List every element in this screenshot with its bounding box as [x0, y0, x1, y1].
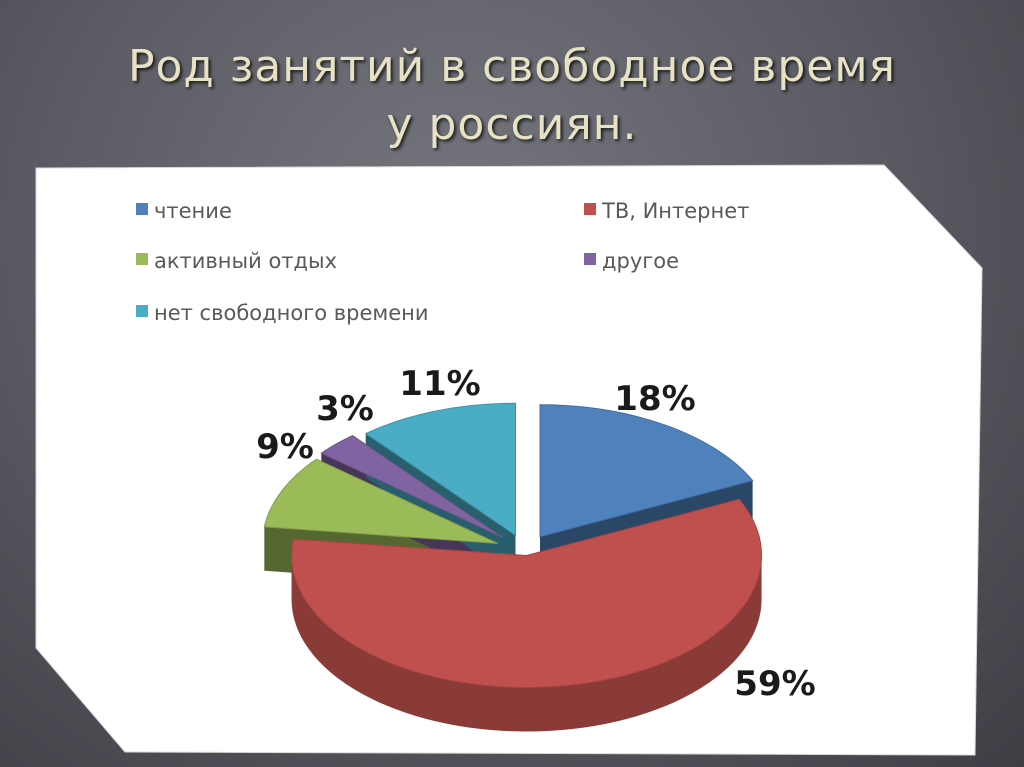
legend-swatch-no-free-time	[136, 305, 148, 317]
legend-label-tv-internet: ТВ, Интернет	[601, 199, 749, 223]
data-label-active-rest: 9%	[256, 427, 314, 467]
data-label-no-free-time: 11%	[399, 364, 480, 404]
data-label-other: 3%	[316, 389, 374, 429]
pie-slice-active-rest	[263, 458, 498, 544]
pie-slice-no-free-time	[364, 402, 517, 537]
data-labels: 18% 59% 9%3% 11%	[256, 364, 816, 704]
pie-slice-reading	[539, 404, 754, 538]
data-label-tv-internet: 59%	[734, 664, 815, 704]
legend-swatch-active-rest	[136, 253, 148, 265]
legend-swatch-reading	[136, 203, 148, 215]
pie-slice-other	[320, 435, 503, 538]
pie-slices	[263, 402, 763, 732]
pie-rim-tv-internet	[291, 555, 762, 732]
pie-slice-tv-internet	[291, 498, 763, 688]
legend-label-reading: чтение	[154, 199, 232, 223]
slide-title: Род занятий в свободное время у россиян.	[127, 41, 897, 150]
legend-swatch-other	[584, 253, 596, 265]
chart-legend: чтение ТВ, Интернет активный отдых другое не…	[136, 199, 749, 325]
pie-slice-tops	[263, 402, 763, 688]
legend-label-no-free-time: нет свободного времени	[154, 301, 429, 325]
legend-label-active-rest: активный отдых	[154, 249, 337, 273]
legend-label-other: другое	[602, 249, 679, 273]
data-label-reading: 18%	[614, 379, 695, 419]
legend-swatch-tv-internet	[584, 203, 596, 215]
